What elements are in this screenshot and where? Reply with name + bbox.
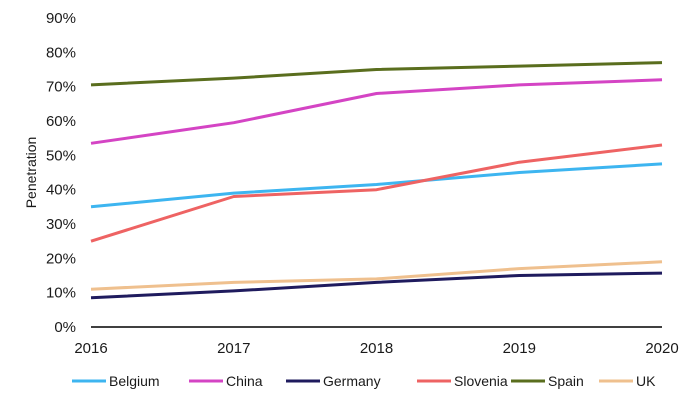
y-tick-label: 20% xyxy=(46,250,76,267)
legend-item-slovenia: Slovenia xyxy=(417,373,508,389)
y-axis-tick-labels: 0% 10% 20% 30% 40% 50% 60% 70% 80% 90% xyxy=(46,10,76,336)
x-tick-label: 2016 xyxy=(74,340,107,357)
y-axis-title: Penetration xyxy=(23,137,39,209)
legend-label: Belgium xyxy=(109,373,160,389)
legend-item-uk: UK xyxy=(599,373,656,389)
series-line-spain xyxy=(90,61,663,87)
legend-label: China xyxy=(226,373,263,389)
y-tick-label: 90% xyxy=(46,10,76,27)
y-tick-label: 10% xyxy=(46,285,76,302)
series-line-germany xyxy=(90,271,663,300)
series-lines xyxy=(90,61,663,300)
series-line-slovenia xyxy=(90,143,663,243)
legend-label: Spain xyxy=(548,373,584,389)
legend-item-spain: Spain xyxy=(511,373,584,389)
legend-item-germany: Germany xyxy=(286,373,381,389)
series-line-uk xyxy=(90,260,663,291)
x-axis-tick-labels: 2016 2017 2018 2019 2020 xyxy=(74,340,678,357)
y-tick-label: 0% xyxy=(54,319,76,336)
legend: Belgium China Germany Slovenia Spain UK xyxy=(72,373,656,389)
x-tick-label: 2020 xyxy=(645,340,678,357)
y-tick-label: 40% xyxy=(46,182,76,199)
legend-label: Slovenia xyxy=(454,373,508,389)
legend-label: Germany xyxy=(323,373,381,389)
x-tick-label: 2019 xyxy=(503,340,536,357)
y-tick-label: 80% xyxy=(46,44,76,61)
legend-label: UK xyxy=(636,373,656,389)
series-line-belgium xyxy=(90,162,663,209)
x-tick-label: 2018 xyxy=(360,340,393,357)
legend-item-belgium: Belgium xyxy=(72,373,160,389)
series-line-china xyxy=(90,78,663,145)
x-tick-label: 2017 xyxy=(217,340,250,357)
y-tick-label: 30% xyxy=(46,216,76,233)
legend-item-china: China xyxy=(189,373,263,389)
y-tick-label: 70% xyxy=(46,79,76,96)
y-tick-label: 60% xyxy=(46,113,76,130)
y-tick-label: 50% xyxy=(46,147,76,164)
